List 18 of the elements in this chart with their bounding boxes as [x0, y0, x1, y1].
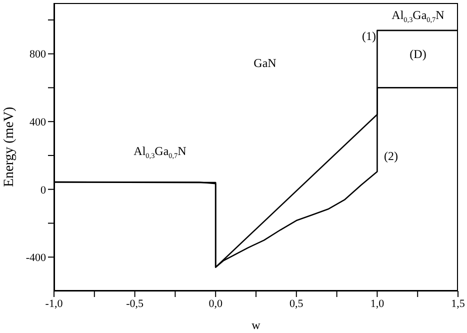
y-axis-title: Energy (meV) [2, 106, 17, 187]
x-tick-label: -0,5 [126, 298, 144, 310]
annotation: (2) [384, 148, 398, 163]
x-tick-label: 1,5 [451, 298, 466, 310]
x-axis-title: w [252, 318, 261, 332]
annotation: Al$_{0,3}$Ga$_{0,7}$N [392, 8, 445, 24]
y-tick-label: -400 [26, 252, 46, 264]
y-tick-label: 800 [30, 48, 46, 61]
y-tick-label: 400 [30, 116, 46, 128]
x-tick-label: 0,5 [290, 298, 304, 310]
annotation: (1) [362, 28, 376, 43]
x-tick-label: -1,0 [45, 298, 64, 310]
x-tick-label: 1,0 [370, 298, 385, 310]
annotation: GaN [254, 56, 277, 70]
annotation: (D) [410, 46, 426, 61]
x-tick-label: 0,0 [208, 298, 223, 310]
y-tick-label: 0 [40, 184, 46, 196]
annotation: Al$_{0,3}$Ga$_{0,7}$N [134, 144, 187, 160]
